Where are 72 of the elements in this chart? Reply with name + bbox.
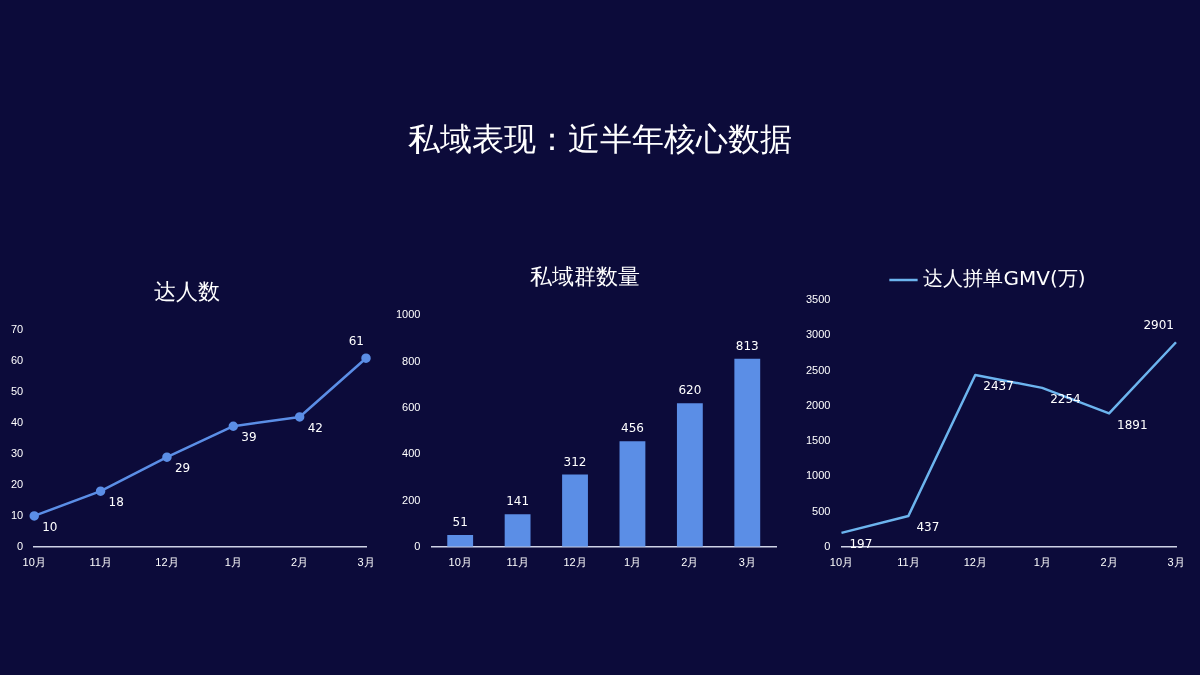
y-tick-label: 10: [10, 508, 24, 521]
data-label: 61: [348, 334, 364, 349]
y-tick-label: 40: [10, 416, 24, 429]
chart-title: 达人数: [154, 278, 220, 304]
data-label: 51: [452, 515, 468, 530]
x-tick-label: 2月: [1100, 556, 1118, 569]
text: 私域表现：近半年核心数据: [407, 119, 793, 160]
y-tick-label: 3000: [805, 328, 831, 341]
data-label: 10: [42, 520, 58, 535]
data-label: 437: [916, 520, 940, 535]
x-tick-label: 2月: [291, 556, 309, 569]
point: [95, 486, 106, 496]
bar: [447, 535, 474, 547]
data-label: 141: [506, 494, 530, 509]
point: [294, 412, 305, 422]
y-tick-label: 1000: [395, 308, 421, 321]
x-tick-label: 1月: [1033, 556, 1051, 569]
y-tick-label: 2000: [805, 398, 831, 411]
x-tick-label: 3月: [357, 556, 375, 569]
x-tick-label: 12月: [155, 556, 179, 569]
x-tick-label: 10月: [448, 556, 472, 569]
data-label: 39: [241, 430, 257, 445]
x-tick-label: 2月: [681, 556, 699, 569]
y-tick-label: 500: [812, 504, 831, 517]
y-tick-label: 60: [10, 354, 24, 367]
y-tick-label: 400: [402, 447, 421, 460]
y-tick-label: 2500: [805, 363, 831, 376]
bar: [562, 474, 588, 547]
data-label: 620: [678, 383, 702, 398]
y-tick-label: 0: [414, 539, 421, 552]
y-tick-label: 0: [824, 539, 831, 552]
x-tick-label: 1月: [224, 556, 242, 569]
chart-title: 私域群数量: [529, 263, 640, 289]
point: [162, 452, 172, 462]
x-tick-label: 10月: [22, 556, 46, 569]
x-tick-label: 3月: [738, 556, 756, 569]
data-label: 1891: [1117, 417, 1148, 432]
y-tick-label: 0: [17, 539, 24, 552]
x-tick-label: 12月: [563, 556, 587, 569]
y-tick-label: 1000: [805, 469, 831, 482]
data-label: 2437: [983, 379, 1014, 394]
data-label: 456: [620, 421, 644, 436]
y-tick-label: 30: [10, 447, 24, 460]
y-tick-label: 600: [402, 400, 421, 413]
y-tick-label: 20: [10, 478, 24, 490]
x-tick-label: 11月: [506, 556, 529, 569]
legend-label: 达人拼单GMV(万): [923, 266, 1086, 291]
x-tick-label: 12月: [963, 556, 987, 569]
y-tick-label: 200: [402, 493, 421, 506]
data-label: 813: [735, 338, 759, 353]
y-tick-label: 800: [402, 354, 421, 367]
y-tick-label: 50: [10, 385, 24, 398]
y-tick-label: 70: [10, 323, 24, 336]
point: [228, 421, 239, 431]
x-tick-label: 3月: [1167, 556, 1185, 569]
data-label: 312: [563, 454, 587, 469]
x-tick-label: 11月: [897, 556, 920, 569]
x-tick-label: 1月: [623, 556, 642, 569]
data-label: 18: [108, 495, 124, 510]
bar: [734, 358, 761, 547]
bar: [676, 403, 703, 547]
data-label: 2901: [1143, 318, 1174, 333]
bar: [504, 514, 531, 547]
point: [361, 353, 371, 363]
data-label: 29: [174, 461, 191, 476]
y-tick-label: 3500: [805, 293, 831, 306]
point: [29, 511, 39, 521]
bar: [619, 441, 646, 547]
y-tick-label: 1500: [805, 434, 831, 447]
x-tick-label: 10月: [829, 556, 854, 569]
data-label: 42: [307, 421, 323, 436]
x-tick-label: 11月: [89, 556, 112, 569]
